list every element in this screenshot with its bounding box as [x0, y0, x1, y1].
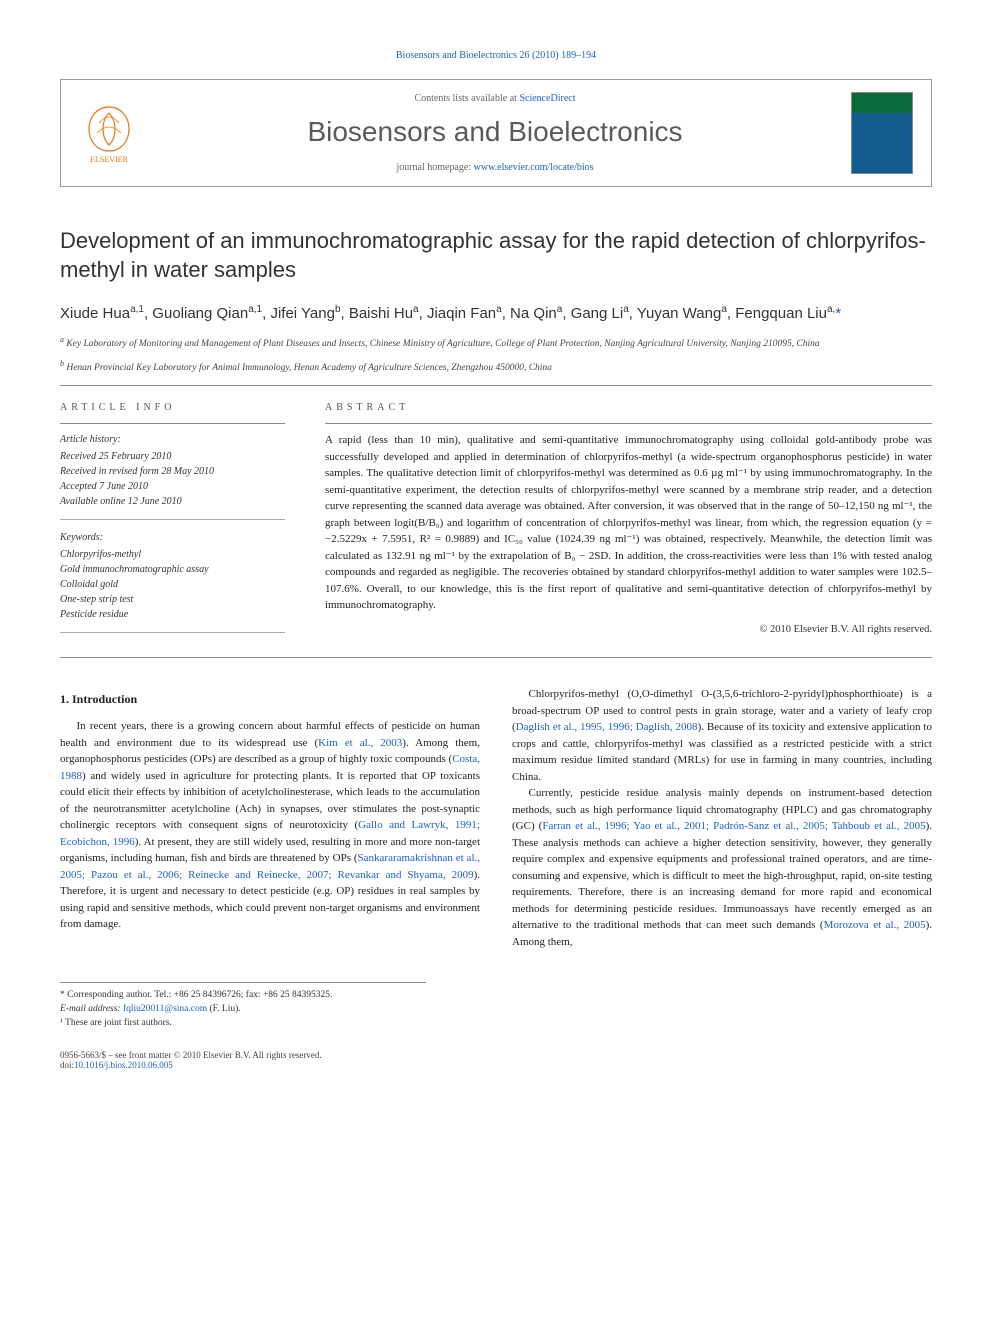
affiliation-a: a Key Laboratory of Monitoring and Manag…	[60, 334, 932, 351]
body-columns: 1. Introduction In recent years, there i…	[60, 686, 932, 950]
citation-link[interactable]: Morozova et al., 2005	[824, 919, 926, 931]
email-label: E-mail address:	[60, 1004, 121, 1014]
running-header: Biosensors and Bioelectronics 26 (2010) …	[60, 50, 932, 61]
homepage-prefix: journal homepage:	[396, 162, 473, 173]
divider	[60, 657, 932, 658]
body-paragraph: Chlorpyrifos-methyl (O,O-dimethyl O-(3,5…	[512, 686, 932, 785]
abstract-heading: ABSTRACT	[325, 402, 932, 413]
keyword-line: Chlorpyrifos-methyl	[60, 547, 285, 562]
article-history-block: Article history: Received 25 February 20…	[60, 432, 285, 520]
page-footer: 0956-5663/$ – see front matter © 2010 El…	[60, 1050, 932, 1070]
email-paren: (F. Liu).	[209, 1004, 240, 1014]
history-label: Article history:	[60, 432, 285, 447]
email-link[interactable]: fqliu20011@sina.com	[123, 1004, 207, 1014]
footnotes: * Corresponding author. Tel.: +86 25 843…	[60, 982, 426, 1030]
citation-link[interactable]: Kim et al., 2003	[318, 737, 402, 749]
body-paragraph: In recent years, there is a growing conc…	[60, 718, 480, 933]
keyword-line: Gold immunochromatographic assay	[60, 562, 285, 577]
affiliation-b: b Henan Provincial Key Laboratory for An…	[60, 358, 932, 375]
contents-prefix: Contents lists available at	[414, 93, 519, 104]
keywords-block: Keywords: Chlorpyrifos-methylGold immuno…	[60, 530, 285, 633]
abstract-text: A rapid (less than 10 min), qualitative …	[325, 432, 932, 614]
history-line: Received in revised form 28 May 2010	[60, 464, 285, 479]
journal-homepage: journal homepage: www.elsevier.com/locat…	[157, 162, 833, 173]
authors-list: Xiude Huaa,1, Guoliang Qiana,1, Jifei Ya…	[60, 304, 932, 322]
joint-first-footnote: ¹ These are joint first authors.	[60, 1017, 426, 1031]
running-header-link[interactable]: Biosensors and Bioelectronics 26 (2010) …	[396, 50, 596, 61]
keyword-line: Colloidal gold	[60, 577, 285, 592]
elsevier-label: ELSEVIER	[90, 155, 128, 164]
citation-link[interactable]: Daglish et al., 1995, 1996; Daglish, 200…	[516, 721, 698, 733]
keyword-line: One-step strip test	[60, 592, 285, 607]
journal-name: Biosensors and Bioelectronics	[157, 116, 833, 148]
history-line: Accepted 7 June 2010	[60, 479, 285, 494]
divider	[60, 385, 932, 386]
section-heading: 1. Introduction	[60, 690, 480, 708]
divider	[60, 423, 285, 424]
body-paragraph: Currently, pesticide residue analysis ma…	[512, 785, 932, 950]
doi-line: doi:10.1016/j.bios.2010.06.005	[60, 1060, 322, 1070]
footer-left: 0956-5663/$ – see front matter © 2010 El…	[60, 1050, 322, 1070]
divider	[325, 423, 932, 424]
abstract-column: ABSTRACT A rapid (less than 10 min), qua…	[325, 402, 932, 643]
front-matter-line: 0956-5663/$ – see front matter © 2010 El…	[60, 1050, 322, 1060]
sciencedirect-link[interactable]: ScienceDirect	[519, 93, 575, 104]
article-info-column: ARTICLE INFO Article history: Received 2…	[60, 402, 285, 643]
history-line: Available online 12 June 2010	[60, 494, 285, 509]
email-footnote: E-mail address: fqliu20011@sina.com (F. …	[60, 1003, 426, 1017]
article-info-heading: ARTICLE INFO	[60, 402, 285, 413]
article-title: Development of an immunochromatographic …	[60, 227, 932, 284]
corresponding-mark[interactable]: *	[835, 305, 841, 322]
journal-masthead: ELSEVIER Contents lists available at Sci…	[60, 79, 932, 187]
contents-available: Contents lists available at ScienceDirec…	[157, 93, 833, 104]
abstract-copyright: © 2010 Elsevier B.V. All rights reserved…	[325, 624, 932, 635]
corresponding-footnote: * Corresponding author. Tel.: +86 25 843…	[60, 989, 426, 1003]
cover-thumbnail	[851, 92, 913, 174]
keyword-line: Pesticide residue	[60, 607, 285, 622]
history-line: Received 25 February 2010	[60, 449, 285, 464]
doi-link[interactable]: 10.1016/j.bios.2010.06.005	[74, 1060, 173, 1070]
homepage-link[interactable]: www.elsevier.com/locate/bios	[474, 162, 594, 173]
masthead-center: Contents lists available at ScienceDirec…	[157, 93, 833, 173]
info-abstract-row: ARTICLE INFO Article history: Received 2…	[60, 402, 932, 643]
keywords-label: Keywords:	[60, 530, 285, 545]
elsevier-logo: ELSEVIER	[79, 98, 139, 168]
citation-link[interactable]: Farran et al., 1996; Yao et al., 2001; P…	[542, 820, 925, 832]
